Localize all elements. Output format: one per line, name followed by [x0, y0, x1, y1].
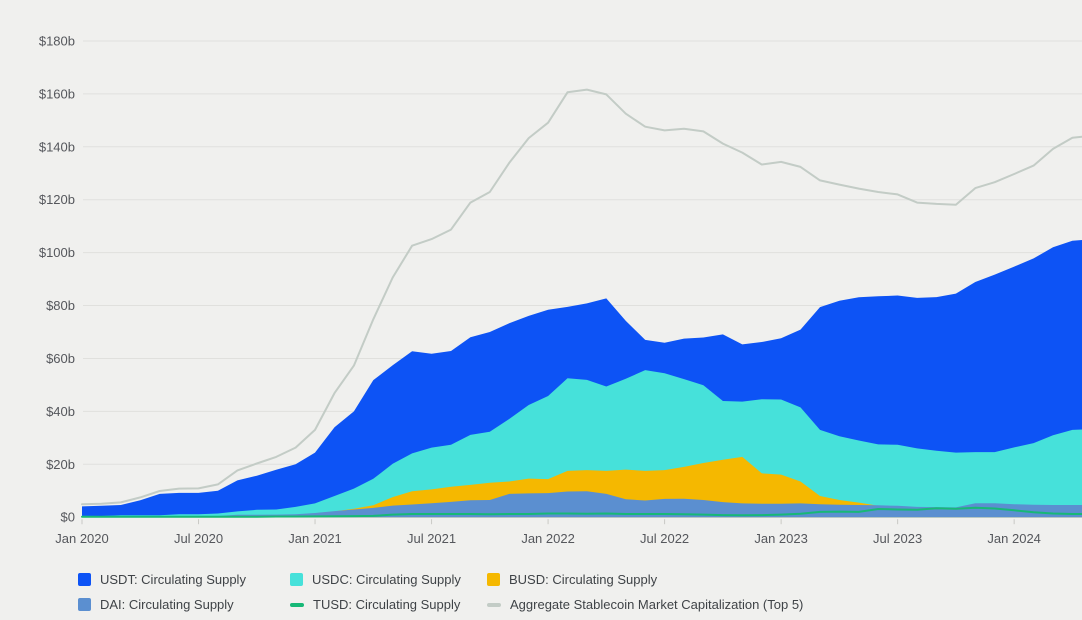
- usdt-swatch-icon: [78, 573, 91, 586]
- tusd-line-swatch-icon: [290, 602, 304, 607]
- area-busd[interactable]: [82, 456, 1082, 518]
- area-usdc[interactable]: [82, 370, 1082, 518]
- x-tick-label: Jul 2023: [873, 531, 922, 546]
- legend-label-aggregate: Aggregate Stablecoin Market Capitalizati…: [510, 597, 804, 612]
- legend-row-2: DAI: Circulating Supply TUSD: Circulatin…: [78, 594, 803, 615]
- x-tick-label: Jan 2020: [55, 531, 109, 546]
- dai-swatch-icon: [78, 598, 91, 611]
- busd-swatch-icon: [487, 573, 500, 586]
- usdc-swatch-icon: [290, 573, 303, 586]
- legend: USDT: Circulating Supply USDC: Circulati…: [78, 569, 803, 619]
- legend-label-dai: DAI: Circulating Supply: [100, 597, 234, 612]
- legend-item-dai[interactable]: DAI: Circulating Supply: [78, 597, 290, 612]
- legend-item-usdt[interactable]: USDT: Circulating Supply: [78, 572, 290, 587]
- legend-label-busd: BUSD: Circulating Supply: [509, 572, 658, 587]
- legend-item-tusd[interactable]: TUSD: Circulating Supply: [290, 597, 487, 612]
- legend-item-usdc[interactable]: USDC: Circulating Supply: [290, 572, 487, 587]
- legend-label-usdc: USDC: Circulating Supply: [312, 572, 461, 587]
- y-tick-label: $160b: [39, 86, 75, 101]
- aggregate-line-swatch-icon: [487, 602, 501, 607]
- x-tick-label: Jul 2020: [174, 531, 223, 546]
- legend-label-tusd: TUSD: Circulating Supply: [313, 597, 461, 612]
- x-tick-label: Jan 2024: [987, 531, 1041, 546]
- legend-label-usdt: USDT: Circulating Supply: [100, 572, 246, 587]
- y-tick-label: $60b: [46, 351, 75, 366]
- chart-canvas[interactable]: $180b $160b $140b $120b $100b $80b $60b $40b $20…: [0, 0, 1082, 560]
- legend-row-1: USDT: Circulating Supply USDC: Circulati…: [78, 569, 803, 590]
- y-tick-label: $20b: [46, 457, 75, 472]
- legend-item-busd[interactable]: BUSD: Circulating Supply: [487, 572, 657, 587]
- x-tick-label: Jan 2023: [754, 531, 808, 546]
- y-tick-label: $120b: [39, 192, 75, 207]
- y-tick-label: $0: [61, 510, 75, 525]
- y-tick-label: $40b: [46, 404, 75, 419]
- y-tick-label: $80b: [46, 298, 75, 313]
- line-tusd[interactable]: [81, 506, 1082, 518]
- x-tick-label: Jul 2021: [407, 531, 456, 546]
- y-tick-label: $100b: [39, 245, 75, 260]
- line-aggregate[interactable]: [81, 88, 1082, 506]
- x-tick-label: Jul 2022: [640, 531, 689, 546]
- y-tick-label: $140b: [39, 139, 75, 154]
- x-tick-label: Jan 2022: [521, 531, 575, 546]
- y-tick-label: $180b: [39, 33, 75, 48]
- legend-item-aggregate[interactable]: Aggregate Stablecoin Market Capitalizati…: [487, 597, 803, 612]
- x-tick-label: Jan 2021: [288, 531, 342, 546]
